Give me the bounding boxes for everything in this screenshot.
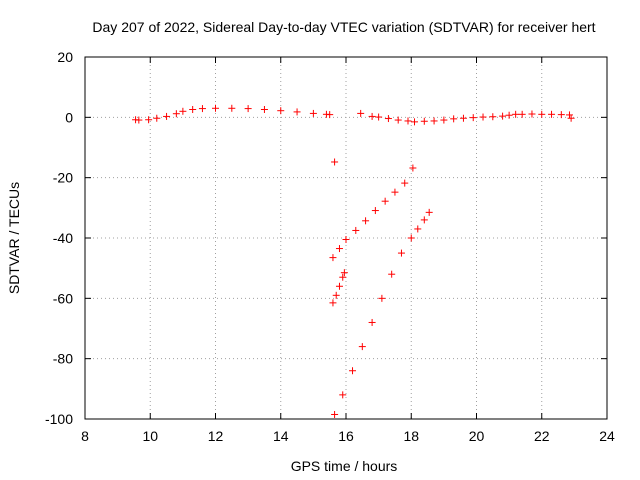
data-point — [244, 105, 252, 113]
data-points — [132, 104, 575, 418]
data-point — [189, 105, 197, 113]
x-tick-label: 12 — [208, 428, 224, 444]
data-point — [145, 116, 153, 124]
data-point — [459, 114, 467, 122]
data-point — [371, 207, 379, 215]
data-point — [420, 216, 428, 224]
data-point — [401, 179, 409, 187]
data-point — [332, 291, 340, 299]
x-tick-label: 10 — [142, 428, 158, 444]
data-point — [407, 234, 415, 242]
data-point — [329, 254, 337, 262]
data-point — [411, 118, 419, 126]
data-point — [340, 269, 348, 277]
data-point — [378, 294, 386, 302]
x-tick-label: 20 — [469, 428, 485, 444]
data-point — [326, 111, 334, 119]
data-point — [172, 110, 180, 118]
data-point — [228, 104, 236, 112]
y-tick-label: -40 — [53, 230, 73, 246]
data-point — [409, 164, 417, 172]
plot-frame — [84, 56, 608, 420]
data-point — [368, 112, 376, 120]
data-point — [567, 114, 575, 122]
data-point — [499, 112, 507, 120]
data-point — [335, 245, 343, 253]
data-point — [518, 110, 526, 118]
y-axis-label: SDTVAR / TECUs — [6, 182, 22, 294]
data-point — [349, 367, 357, 375]
data-point — [331, 158, 339, 166]
x-tick-label: 14 — [273, 428, 289, 444]
data-point — [260, 105, 268, 113]
x-tick-label: 16 — [338, 428, 354, 444]
data-point — [528, 110, 536, 118]
data-point — [469, 114, 477, 122]
data-point — [212, 104, 219, 112]
data-point — [384, 115, 392, 123]
axis-ticks: 8 10 12 14 16 18 20 22 24 -100 -80 -60 -40 -20 0 20 — [45, 49, 615, 444]
x-tick-label: 22 — [534, 428, 550, 444]
data-point — [358, 343, 366, 351]
data-point — [342, 236, 350, 244]
y-tick-label: -20 — [53, 170, 73, 186]
data-point — [335, 282, 343, 290]
data-point — [420, 117, 428, 125]
data-point — [329, 299, 337, 307]
data-point — [135, 116, 143, 124]
x-tick-label: 24 — [599, 428, 615, 444]
y-tick-label: 0 — [65, 109, 73, 125]
data-point — [293, 108, 301, 116]
data-point — [565, 111, 573, 119]
data-point — [375, 113, 383, 121]
y-tick-label: -100 — [45, 411, 73, 427]
data-point — [450, 115, 458, 123]
x-axis-label: GPS time / hours — [291, 458, 398, 474]
data-point — [179, 107, 187, 115]
data-point — [309, 109, 317, 117]
data-point — [388, 270, 396, 278]
data-point — [538, 110, 546, 118]
data-point — [557, 111, 565, 119]
data-point — [368, 318, 376, 326]
data-point — [548, 110, 556, 118]
data-point — [430, 117, 438, 125]
data-point — [277, 107, 285, 115]
data-point — [489, 113, 497, 121]
data-point — [381, 197, 389, 205]
y-tick-label: -80 — [53, 351, 73, 367]
data-point — [391, 188, 399, 196]
data-point — [440, 116, 448, 124]
x-tick-label: 8 — [81, 428, 89, 444]
data-point — [512, 110, 520, 118]
data-point — [404, 117, 412, 125]
data-point — [479, 113, 487, 121]
x-tick-label: 18 — [403, 428, 419, 444]
data-point — [362, 217, 370, 225]
data-point — [163, 112, 171, 120]
data-point — [331, 410, 339, 418]
data-point — [339, 391, 347, 399]
data-point — [153, 114, 161, 122]
data-point — [198, 105, 206, 113]
data-point — [357, 109, 365, 117]
data-point — [397, 249, 405, 257]
data-point — [414, 225, 422, 233]
data-point — [505, 111, 513, 119]
data-point — [352, 226, 360, 234]
chart-title: Day 207 of 2022, Sidereal Day-to-day VTE… — [92, 19, 595, 35]
data-point — [339, 273, 347, 281]
data-point — [394, 116, 402, 124]
data-point — [425, 208, 433, 216]
y-tick-label: 20 — [57, 49, 73, 65]
y-tick-label: -60 — [53, 290, 73, 306]
